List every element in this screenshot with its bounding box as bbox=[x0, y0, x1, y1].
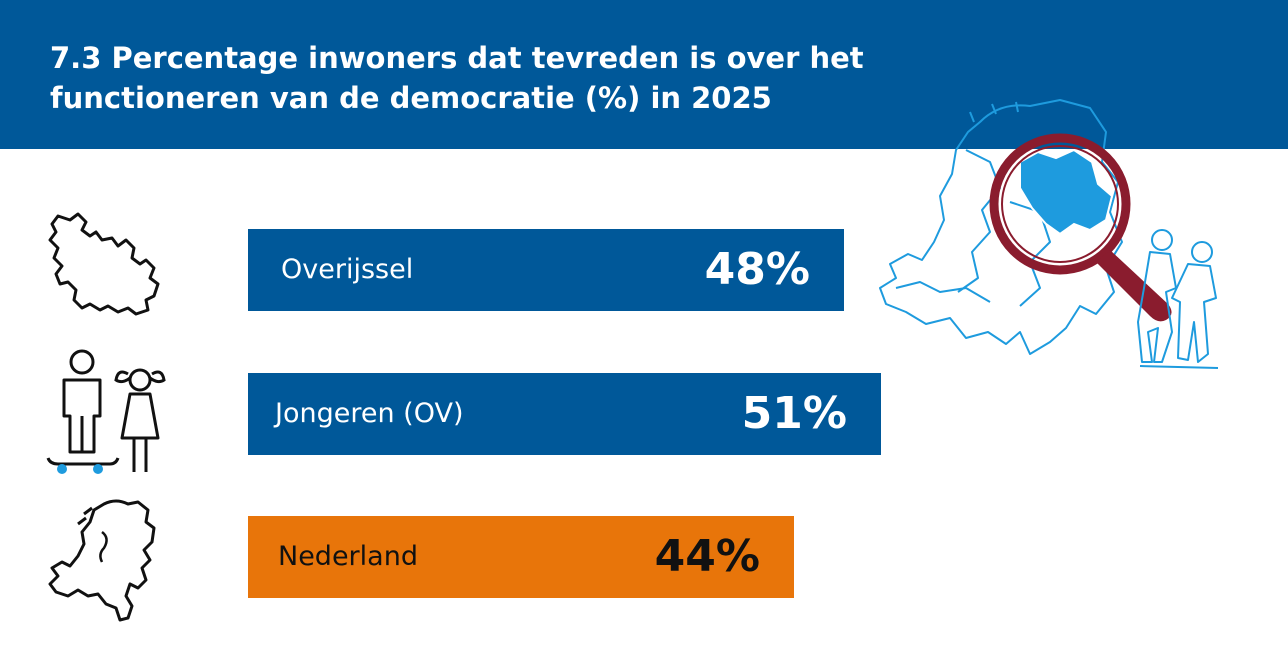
bar-label-overijssel: Overijssel bbox=[281, 254, 414, 285]
bar-jongeren-ov: Jongeren (OV) 51% bbox=[248, 373, 881, 455]
youth-boy-girl-icon bbox=[46, 349, 166, 474]
bar-value-nederland: 44% bbox=[654, 531, 760, 582]
bar-value-overijssel: 48% bbox=[704, 244, 810, 295]
bar-label-jongeren-ov: Jongeren (OV) bbox=[275, 398, 464, 429]
bar-value-jongeren-ov: 51% bbox=[741, 388, 847, 439]
bar-label-nederland: Nederland bbox=[278, 541, 418, 572]
bar-overijssel: Overijssel 48% bbox=[248, 229, 844, 311]
bar-nederland: Nederland 44% bbox=[248, 516, 794, 598]
netherlands-map-icon bbox=[48, 499, 156, 622]
chart-title: 7.3 Percentage inwoners dat tevreden is … bbox=[50, 41, 864, 115]
header-banner: 7.3 Percentage inwoners dat tevreden is … bbox=[0, 0, 1288, 149]
overijssel-map-icon bbox=[48, 212, 160, 316]
netherlands-magnifier-illustration bbox=[879, 99, 1219, 369]
